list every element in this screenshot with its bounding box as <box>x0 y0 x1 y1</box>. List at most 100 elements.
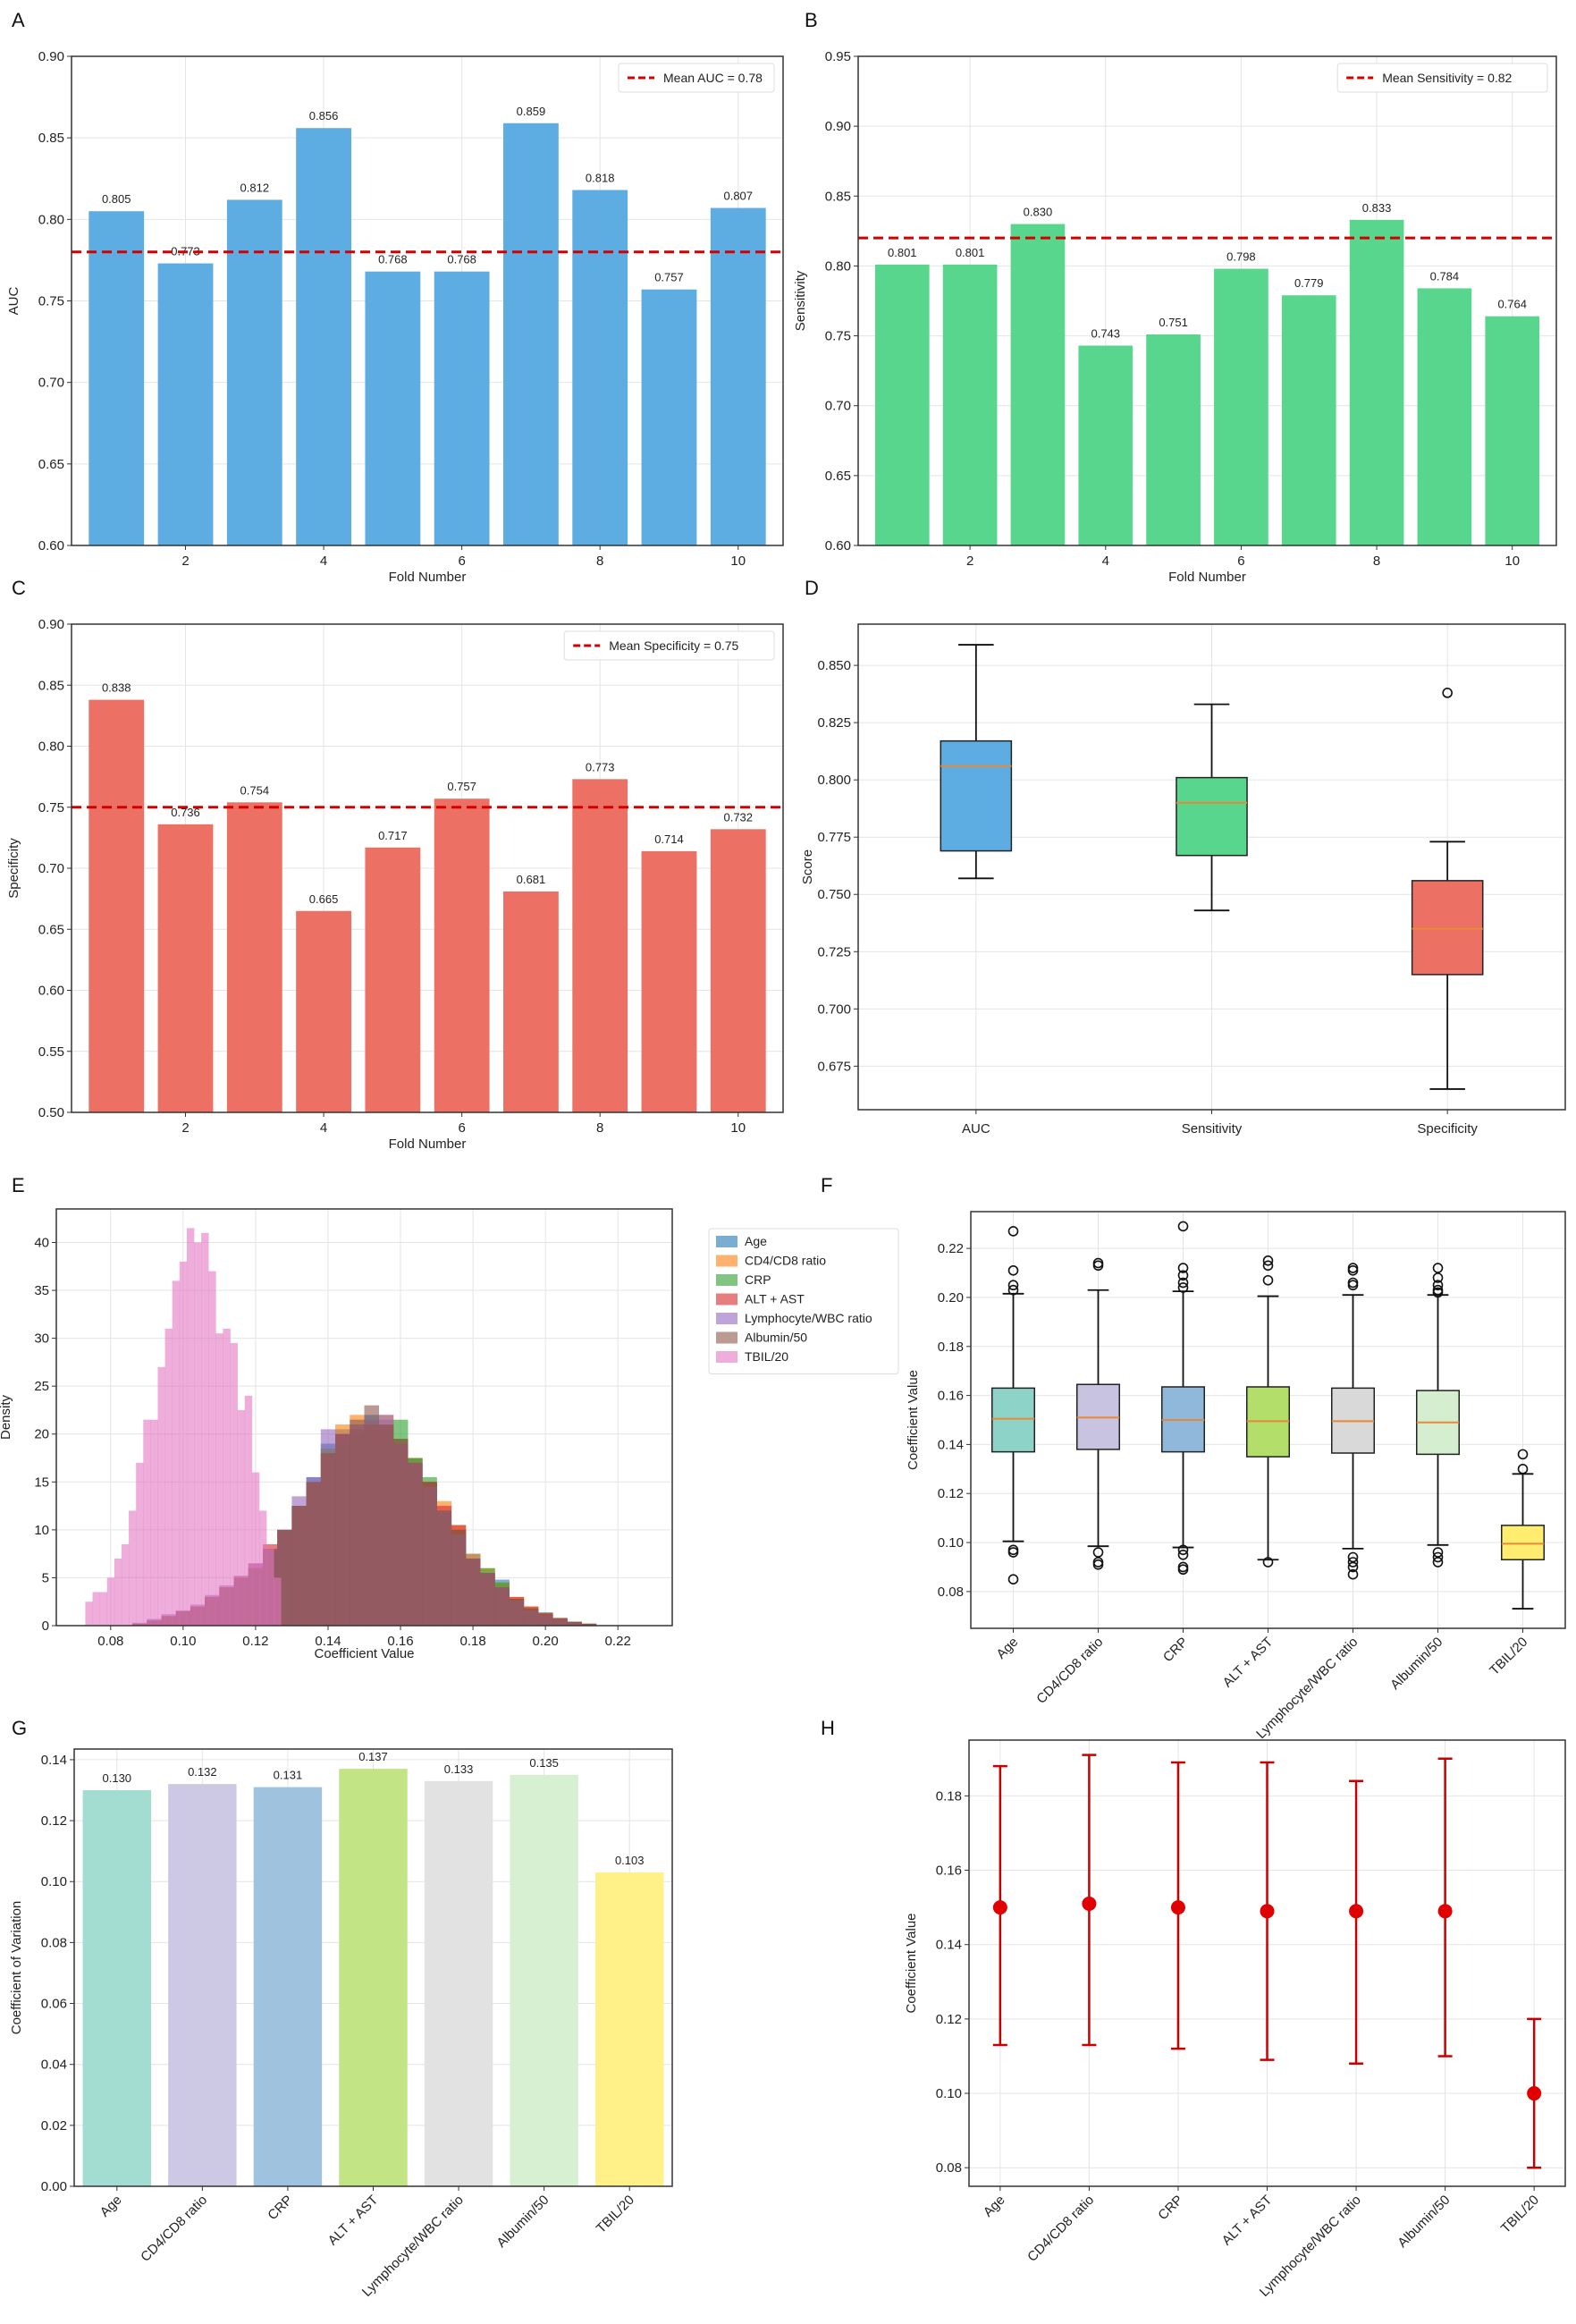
histogram-bin <box>237 1409 246 1626</box>
bar-value-label: 0.757 <box>447 780 476 793</box>
histogram-bin <box>274 1577 282 1626</box>
bar-value-label: 0.681 <box>517 873 546 886</box>
y-tick-label: 0.675 <box>817 1059 851 1074</box>
bar <box>424 1780 493 2186</box>
bar-value-label: 0.801 <box>956 246 985 259</box>
outlier-point <box>1517 1449 1529 1460</box>
outlier-point <box>1442 688 1453 698</box>
panel-g: G 0.00 0.02 0.04 0.06 0.08 0.10 0.12 0.14 Coeffic… <box>9 1717 673 2300</box>
bar <box>88 211 145 545</box>
mean-point <box>1527 2086 1542 2101</box>
x-tick-label: 0.10 <box>170 1634 196 1649</box>
y-tick-label: 0.10 <box>41 1874 67 1889</box>
panel-f: F 0.08 0.10 0.12 0.14 0.16 0.18 0.20 0.22 Coeffic… <box>821 1174 1566 1742</box>
outlier-point <box>1007 1280 1019 1291</box>
bar-value-label: 0.130 <box>103 1771 132 1785</box>
bar-value-label: 0.133 <box>444 1762 474 1776</box>
bar <box>503 123 559 546</box>
legend-box <box>1336 63 1548 93</box>
legend-label: ALT + AST <box>745 1292 805 1306</box>
outlier-point <box>1007 1574 1019 1585</box>
x-tick-label: 8 <box>1373 554 1380 569</box>
histogram-bin <box>157 1366 165 1626</box>
y-tick-label: 0.80 <box>38 739 64 755</box>
x-tick-label: Age <box>981 2193 1008 2220</box>
y-tick-label: 0.85 <box>38 131 64 146</box>
y-axis-label: Density <box>0 1394 13 1440</box>
x-tick-label: Albumin/50 <box>1387 1635 1445 1693</box>
y-tick-label: 0.95 <box>825 49 851 64</box>
histogram-bin <box>99 1592 108 1626</box>
bar <box>710 829 766 1112</box>
histogram-bin <box>378 1424 394 1626</box>
outlier-point <box>1432 1551 1444 1563</box>
histogram-bin <box>85 1601 93 1626</box>
mean-point <box>1082 1896 1097 1911</box>
x-tick-label: Age <box>97 2193 125 2220</box>
y-tick-label: 0.825 <box>817 715 851 731</box>
legend-label: TBIL/20 <box>745 1349 788 1364</box>
outlier-point <box>1092 1547 1104 1558</box>
bar <box>1146 334 1201 545</box>
outlier-point <box>1347 1557 1359 1568</box>
histogram-bin <box>509 1599 525 1626</box>
outlier-point <box>1007 1226 1019 1237</box>
x-tick-label: 0.08 <box>97 1634 123 1649</box>
x-tick-label: 0.20 <box>533 1634 559 1649</box>
bar-value-label: 0.103 <box>615 1854 645 1867</box>
y-tick-label: 0.14 <box>938 1437 964 1452</box>
outlier-point <box>1432 1557 1444 1568</box>
legend-box <box>618 63 775 93</box>
y-tick-label: 0.90 <box>38 49 64 64</box>
y-tick-label: 0.750 <box>817 887 851 902</box>
outlier-point <box>1177 1221 1189 1232</box>
x-tick-label: 8 <box>596 1120 603 1136</box>
histogram-bin <box>114 1559 122 1626</box>
bar <box>1214 268 1268 545</box>
histogram-bin <box>143 1419 151 1626</box>
y-tick-label: 0.12 <box>936 2012 962 2027</box>
y-tick-label: 0.65 <box>38 457 64 472</box>
histogram-bin <box>106 1577 115 1626</box>
bar <box>572 190 628 545</box>
bar <box>1010 224 1066 546</box>
bar-value-label: 0.754 <box>240 783 270 797</box>
x-tick-label: 0.12 <box>242 1634 268 1649</box>
x-tick-label: CD4/CD8 ratio <box>1024 2193 1097 2265</box>
histogram-bin <box>523 1608 539 1626</box>
panel-e: E 0 5 10 15 20 25 30 35 40 Density 0.08 0.10 0.12 0.14… <box>0 1174 899 1661</box>
panel-c: C 0.50 0.55 0.60 0.65 0.70 0.75 0.80 0.85 0.90 Spe… <box>6 577 784 1152</box>
x-axis-label: Fold Number <box>389 1137 467 1152</box>
bar <box>157 263 214 545</box>
bar-value-label: 0.830 <box>1024 206 1053 219</box>
outlier-point <box>1177 1282 1189 1293</box>
outlier-point <box>1177 1277 1189 1289</box>
histogram-bin <box>465 1559 481 1626</box>
bar-value-label: 0.736 <box>171 806 200 819</box>
y-tick-label: 0.85 <box>38 678 64 693</box>
y-tick-label: 0.16 <box>938 1389 964 1404</box>
outlier-point <box>1262 1274 1274 1286</box>
bar-value-label: 0.838 <box>102 681 131 695</box>
y-tick-label: 0.60 <box>38 538 64 554</box>
outlier-point <box>1007 1547 1019 1558</box>
bar <box>226 199 282 545</box>
legend-label: Mean Specificity = 0.75 <box>609 638 738 653</box>
y-axis-label: Coefficient Value <box>906 1370 921 1470</box>
x-tick-label: 8 <box>596 554 603 569</box>
legend-swatch <box>716 1293 737 1306</box>
legend-box <box>708 1228 899 1374</box>
bar <box>510 1774 578 2186</box>
y-tick-label: 0.02 <box>41 2118 67 2134</box>
bar-value-label: 0.801 <box>888 246 917 259</box>
legend-label: Lymphocyte/WBC ratio <box>745 1311 872 1325</box>
x-tick-label: CRP <box>265 2193 295 2223</box>
bar <box>1485 316 1540 545</box>
bar <box>157 824 214 1112</box>
y-tick-label: 0.20 <box>938 1290 964 1306</box>
legend-box <box>563 630 775 661</box>
histogram-bin <box>306 1482 322 1626</box>
bar <box>874 264 930 545</box>
axes-frame <box>71 55 784 546</box>
legend-label: Age <box>745 1234 767 1248</box>
